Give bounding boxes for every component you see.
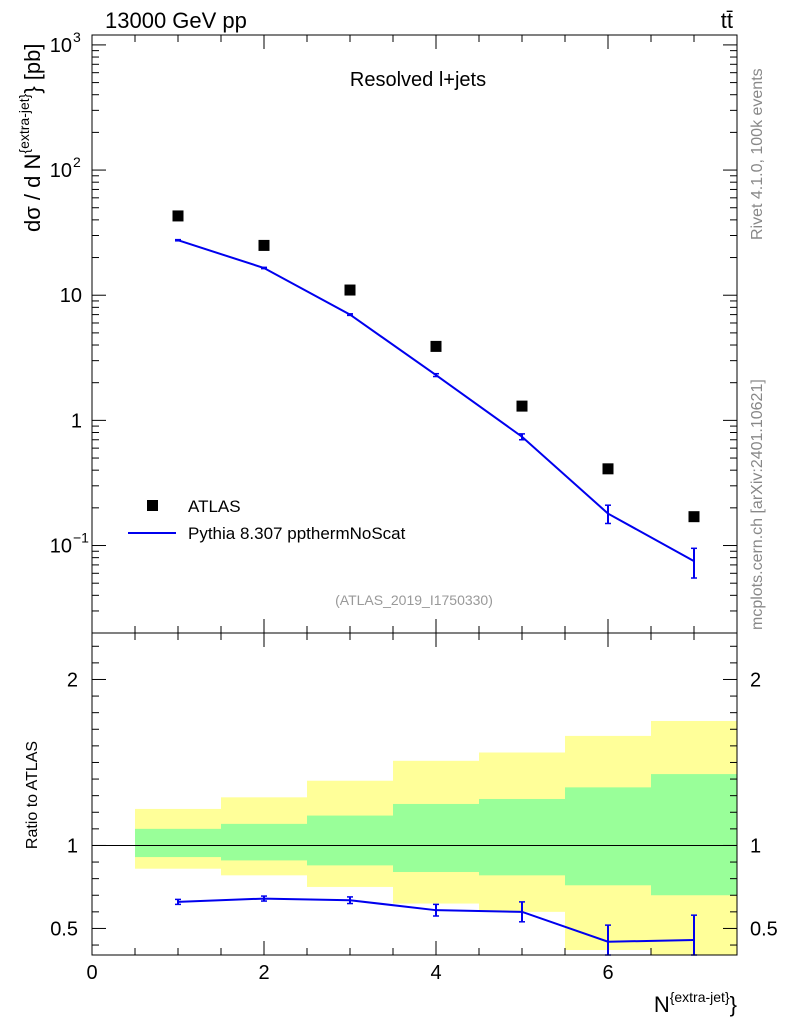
x-tick-label: 2 — [258, 962, 269, 984]
stat-uncertainty-band — [221, 823, 307, 861]
ratio-panel: 0.5 0.5 1 1 2 2 0 2 4 6 Ratio to ATLAS N{extra-j… — [24, 632, 778, 1017]
legend-marker-atlas — [147, 500, 158, 511]
ratio-uncertainty-bands — [92, 720, 737, 955]
ratio-axis-ticks — [91, 633, 737, 955]
x-tick-label: 0 — [86, 962, 97, 984]
stat-uncertainty-band — [565, 787, 651, 886]
stat-uncertainty-band — [479, 798, 565, 876]
legend: ATLAS Pythia 8.307 ppthermNoScat — [128, 497, 406, 543]
stat-uncertainty-band — [393, 803, 479, 873]
ratio-y-tick-label: 1 — [67, 835, 78, 857]
legend-label-atlas: ATLAS — [188, 497, 241, 516]
main-axis-ticks — [91, 35, 737, 634]
atlas-point — [430, 340, 442, 352]
y-tick-label: 10 — [50, 160, 72, 182]
main-y-axis-label: dσ / d N{extra-jet}} [pb] — [16, 44, 45, 232]
y-tick-label: 10 — [50, 536, 72, 558]
y-tick-label: 1 — [71, 410, 82, 432]
stat-uncertainty-band — [135, 828, 221, 858]
pythia-line — [177, 239, 695, 563]
ratio-y-tick-labels: 0.5 0.5 1 1 2 2 — [50, 669, 778, 940]
x-label-superscript: {extra-jet} — [670, 989, 730, 1005]
x-label-main: N — [654, 992, 670, 1017]
mcplots-label: mcplots.cern.ch [arXiv:2401.10621] — [749, 379, 766, 630]
atlas-point — [258, 239, 270, 251]
ratio-frame — [91, 632, 738, 956]
atlas-point — [516, 400, 528, 412]
main-title: Resolved l+jets — [350, 69, 486, 91]
x-axis-label: N{extra-jet}} — [654, 989, 737, 1017]
legend-label-pythia: Pythia 8.307 ppthermNoScat — [188, 524, 406, 543]
y-tick-label-exponent: 2 — [73, 154, 81, 170]
svg-text:dσ / d N{extra-jet}} [pb]: dσ / d N{extra-jet}} [pb] — [16, 44, 45, 232]
atlas-point — [344, 284, 356, 296]
y-label-superscript: {extra-jet} — [16, 93, 32, 153]
main-series — [172, 210, 700, 579]
y-tick-label-exponent: −1 — [73, 530, 89, 546]
rivet-label: Rivet 4.1.0, 100k events — [749, 68, 766, 240]
y-label-unit: } [pb] — [20, 44, 45, 94]
stat-uncertainty-band — [307, 815, 393, 866]
ratio-y-tick-label: 2 — [67, 669, 78, 691]
svg-text:N{extra-jet}}: N{extra-jet}} — [654, 989, 737, 1017]
process-label: tt̄ — [721, 8, 733, 33]
energy-label: 13000 GeV pp — [105, 8, 247, 33]
ratio-y-tick-label: 0.5 — [50, 918, 78, 940]
analysis-id: (ATLAS_2019_I1750330) — [335, 592, 493, 608]
y-tick-label-exponent: 3 — [73, 29, 81, 45]
ratio-y-tick-label-right: 2 — [750, 669, 761, 691]
x-tick-label: 6 — [602, 962, 613, 984]
x-tick-label: 4 — [430, 962, 441, 984]
stat-uncertainty-band — [651, 774, 737, 896]
y-label-main: dσ / d N — [20, 154, 45, 232]
atlas-point — [172, 210, 184, 222]
ratio-x-tick-labels: 0 2 4 6 — [86, 962, 613, 984]
main-frame — [91, 34, 738, 634]
ratio-y-tick-label-right: 1 — [750, 835, 761, 857]
y-tick-label: 10 — [50, 35, 72, 57]
atlas-point — [688, 511, 700, 523]
atlas-point — [602, 463, 614, 475]
y-tick-label: 10 — [60, 285, 82, 307]
ratio-y-tick-label-right: 0.5 — [750, 918, 778, 940]
ratio-series — [175, 895, 697, 956]
ratio-y-axis-label: Ratio to ATLAS — [24, 741, 41, 849]
x-label-suffix: } — [730, 992, 737, 1017]
